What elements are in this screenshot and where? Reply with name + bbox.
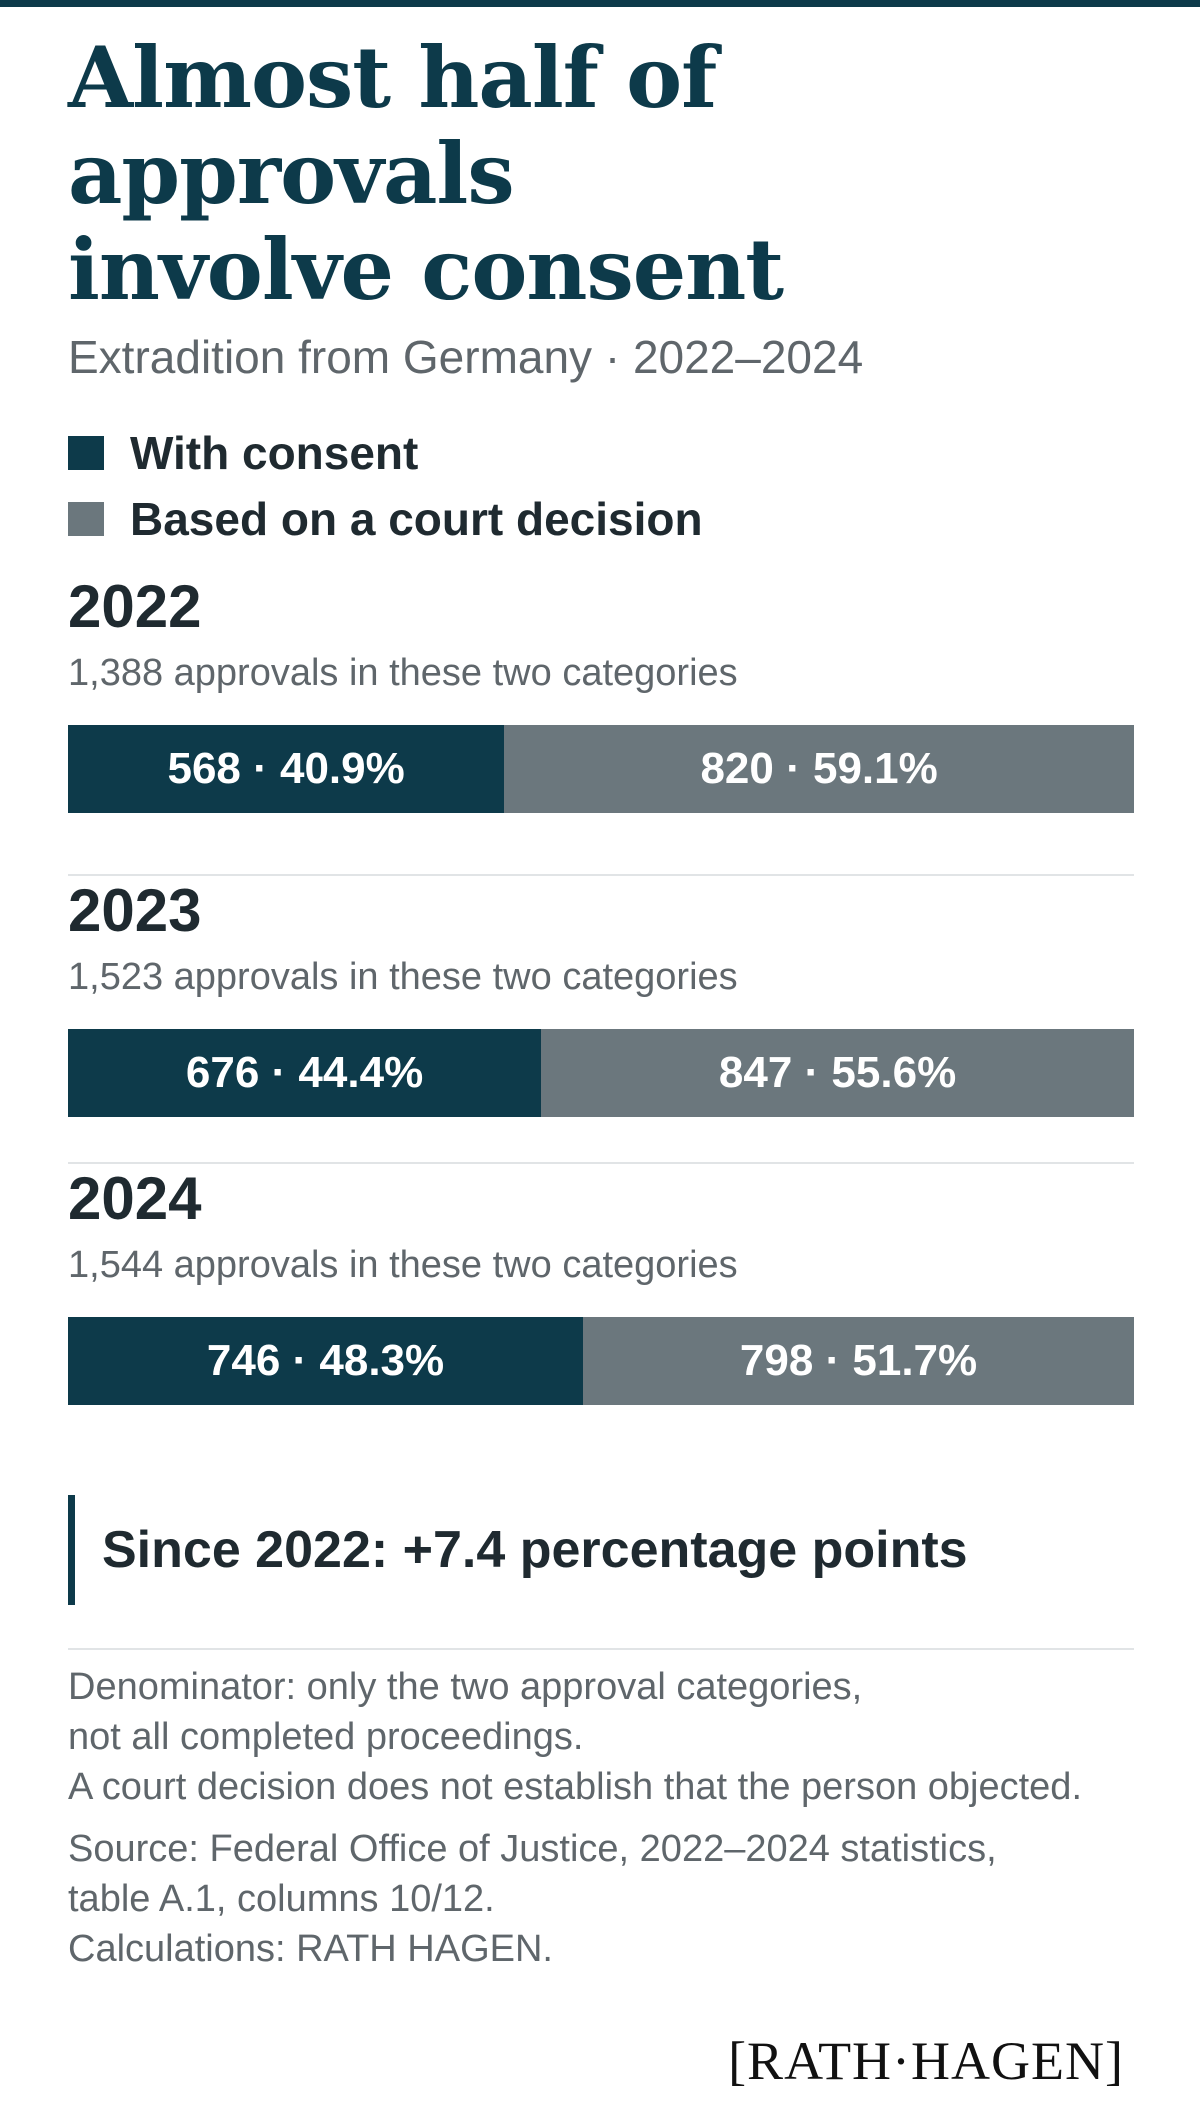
stacked-bar-2022: 568 · 40.9% 820 · 59.1% xyxy=(68,725,1134,813)
year-label: 2023 xyxy=(68,877,202,944)
stacked-bar-2023: 676 · 44.4% 847 · 55.6% xyxy=(68,1029,1134,1117)
legend-item-consent: With consent xyxy=(68,420,703,486)
legend-swatch-court xyxy=(68,502,104,536)
chart-subtitle: Extradition from Germany · 2022–2024 xyxy=(68,331,864,383)
bar-segment-consent-2023: 676 · 44.4% xyxy=(68,1029,542,1117)
note-line: not all completed proceedings. xyxy=(68,1716,584,1758)
title-line-2: involve consent xyxy=(68,220,784,319)
brand-logo: [RATH·HAGEN] xyxy=(728,2031,1124,2091)
year-label: 2022 xyxy=(68,573,202,640)
bar-segment-court-2023: 847 · 55.6% xyxy=(541,1029,1134,1117)
source-credit: Source: Federal Office of Justice, 2022–… xyxy=(68,1824,1168,1974)
bar-segment-court-2022: 820 · 59.1% xyxy=(504,725,1134,813)
year-block-2023: 2023 1,523 approvals in these two catego… xyxy=(68,874,1134,1117)
methodology-notes: Denominator: only the two approval categ… xyxy=(68,1662,1198,1812)
year-block-2024: 2024 1,544 approvals in these two catego… xyxy=(68,1162,1134,1405)
footer-divider xyxy=(68,1648,1134,1650)
chart-title: Almost half of approvals involve consent xyxy=(68,30,1148,318)
note-line: Denominator: only the two approval categ… xyxy=(68,1666,863,1708)
legend-swatch-consent xyxy=(68,436,104,470)
year-total: 1,544 approvals in these two categories xyxy=(68,1244,738,1286)
year-total: 1,388 approvals in these two categories xyxy=(68,652,738,694)
source-line: table A.1, columns 10/12. xyxy=(68,1878,495,1920)
stacked-bar-2024: 746 · 48.3% 798 · 51.7% xyxy=(68,1317,1134,1405)
key-takeaway-callout: Since 2022: +7.4 percentage points xyxy=(68,1495,968,1605)
bar-segment-consent-2024: 746 · 48.3% xyxy=(68,1317,584,1405)
legend-label-consent: With consent xyxy=(130,427,419,479)
title-line-1: Almost half of approvals xyxy=(68,28,717,223)
source-line: Source: Federal Office of Justice, 2022–… xyxy=(68,1828,997,1870)
legend: With consent Based on a court decision xyxy=(68,420,703,552)
source-line: Calculations: RATH HAGEN. xyxy=(68,1928,553,1970)
legend-label-court: Based on a court decision xyxy=(130,493,703,545)
legend-item-court: Based on a court decision xyxy=(68,486,703,552)
bar-segment-consent-2022: 568 · 40.9% xyxy=(68,725,505,813)
top-accent-bar xyxy=(0,0,1200,7)
year-label: 2024 xyxy=(68,1165,202,1232)
note-line: A court decision does not establish that… xyxy=(68,1766,1082,1808)
bar-segment-court-2024: 798 · 51.7% xyxy=(583,1317,1134,1405)
year-total: 1,523 approvals in these two categories xyxy=(68,956,738,998)
